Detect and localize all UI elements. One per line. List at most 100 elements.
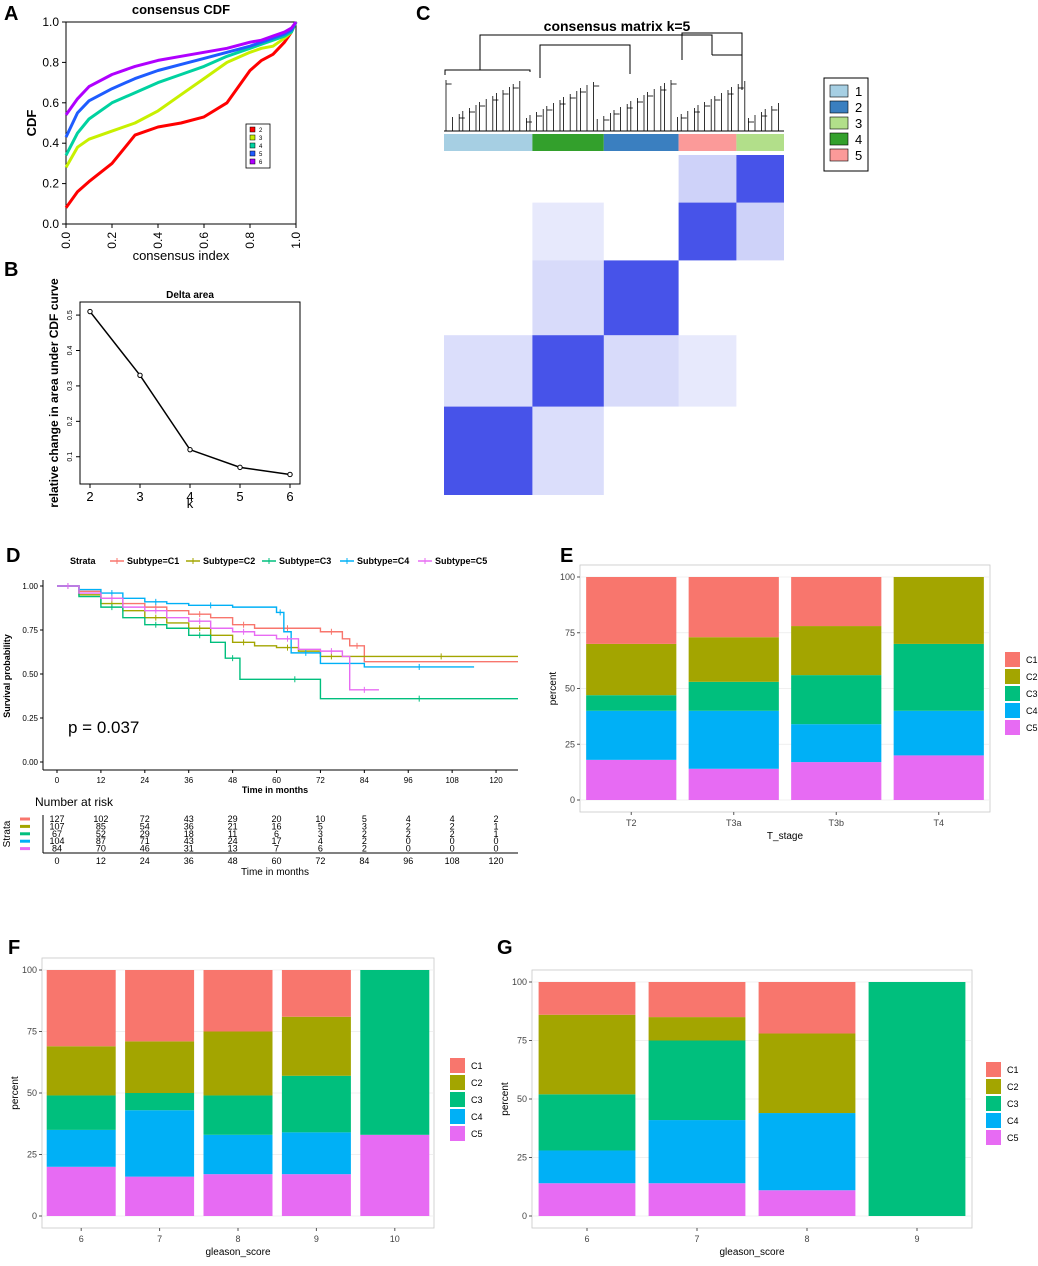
y-tick-label: 0 <box>570 795 575 805</box>
x-tick-label: 36 <box>184 776 193 785</box>
legend-swatch-3 <box>829 116 849 130</box>
risk-count: 24 <box>228 836 238 846</box>
y-tick-label: 0 <box>522 1211 527 1221</box>
cluster-bar-1 <box>444 134 533 151</box>
y-axis-label: relative change in area under CDF curve <box>47 278 61 508</box>
risk-count: 0 <box>450 844 455 854</box>
risk-x-tick-label: 72 <box>315 856 325 866</box>
bar-8-C5 <box>203 1174 273 1216</box>
risk-count: 29 <box>140 829 150 839</box>
risk-count: 21 <box>228 821 238 831</box>
x-axis-label: k <box>187 496 194 511</box>
x-tick-label: 5 <box>236 489 243 504</box>
dendro-link <box>444 69 531 75</box>
y-axis-label: Survival probability <box>2 634 12 718</box>
risk-count: 6 <box>318 844 323 854</box>
delta-point-k6 <box>287 471 293 478</box>
y-axis-label: percent <box>10 1076 21 1110</box>
risk-count: 3 <box>362 821 367 831</box>
y-axis-label: CDF <box>24 110 39 137</box>
panel-g: G 0 25 50 75 100 6 7 8 9 gleason_score percent C1 C2 C… <box>497 937 1019 1258</box>
x-tick-label: 72 <box>316 776 325 785</box>
risk-x-tick-label: 48 <box>228 856 238 866</box>
bar-7-C4 <box>648 1120 746 1184</box>
consensus-offblock <box>603 335 679 407</box>
risk-count: 2 <box>450 829 455 839</box>
cluster-bar-5 <box>678 134 737 151</box>
x-tick-label: 8 <box>804 1234 809 1244</box>
legend-swatch-C2 <box>986 1079 1001 1094</box>
legend-swatch-C5 <box>1005 720 1020 735</box>
bar-6-C2 <box>46 1046 116 1096</box>
legend-swatch-1 <box>829 84 849 98</box>
dendro-link <box>539 44 631 78</box>
risk-x-tick-label: 36 <box>184 856 194 866</box>
bar-7-C2 <box>125 1041 195 1093</box>
legend-label-2: 2 <box>855 100 862 115</box>
x-tick-label: 48 <box>228 776 237 785</box>
bar-T3b-C2 <box>791 626 882 676</box>
consensus-offblock <box>678 155 737 203</box>
legend-label-C1: C1 <box>1007 1065 1019 1075</box>
panel-letter-g: G <box>497 937 513 959</box>
risk-count: 67 <box>52 829 62 839</box>
legend-swatch-C4 <box>450 1109 465 1124</box>
legend-label-Subtype=C3: Subtype=C3 <box>279 556 331 566</box>
dendrogram <box>444 32 784 132</box>
risk-strata-label: Strata <box>2 820 13 847</box>
risk-count: 2 <box>362 829 367 839</box>
x-axis-label: consensus index <box>133 248 230 263</box>
x-tick-label: 7 <box>694 1234 699 1244</box>
delta-point-k4 <box>187 446 193 453</box>
legend-label-1: 1 <box>855 84 862 99</box>
dendro-link <box>712 54 743 90</box>
y-tick-label: 75 <box>565 628 575 638</box>
legend-swatch-3 <box>249 134 256 141</box>
risk-count: 0 <box>450 836 455 846</box>
legend-label-Subtype=C1: Subtype=C1 <box>127 556 179 566</box>
legend-swatch-C1 <box>1005 652 1020 667</box>
panel-letter-a: A <box>4 3 18 25</box>
legend-swatch-2 <box>829 100 849 114</box>
y-tick-label: 75 <box>27 1027 37 1037</box>
bar-T3a-C3 <box>688 681 779 711</box>
km-curve-Subtype=C3 <box>57 585 518 700</box>
y-axis-label: percent <box>500 1082 511 1116</box>
risk-count: 29 <box>228 814 238 824</box>
bar-T3a-C5 <box>688 768 779 800</box>
risk-count: 5 <box>318 821 323 831</box>
bar-T2-C3 <box>586 695 677 711</box>
risk-count: 71 <box>140 836 150 846</box>
legend-swatch-C5 <box>450 1126 465 1141</box>
bar-8-C4 <box>203 1134 273 1175</box>
risk-count: 4 <box>450 814 455 824</box>
bar-7-C1 <box>648 982 746 1018</box>
legend-label-C2: C2 <box>1026 672 1038 682</box>
x-tick-label: 2 <box>86 489 93 504</box>
x-tick-label: 108 <box>445 776 459 785</box>
legend-swatch-C3 <box>986 1096 1001 1111</box>
legend-label-C5: C5 <box>471 1129 483 1139</box>
legend-label-C4: C4 <box>471 1112 483 1122</box>
legend-swatch-C2 <box>1005 669 1020 684</box>
x-tick-label: 0.6 <box>197 232 211 249</box>
legend-swatch-C1 <box>450 1058 465 1073</box>
consensus-block-2 <box>603 260 679 336</box>
x-tick-label: 0.8 <box>243 232 257 249</box>
panel-e: E 0 25 50 75 100 T2 T3a T3b T4 T_stage percent C1 C2 C… <box>548 545 1038 842</box>
legend-swatch-4 <box>249 142 256 149</box>
legend-label-C1: C1 <box>471 1061 483 1071</box>
x-tick-label: 1.0 <box>289 232 303 249</box>
bar-T3b-C5 <box>791 762 882 800</box>
x-tick-label: 0 <box>55 776 60 785</box>
risk-count: 43 <box>184 814 194 824</box>
x-tick-label: 0.2 <box>105 232 119 249</box>
x-tick-label: T3b <box>828 818 844 828</box>
y-tick-label: 0 <box>32 1211 37 1221</box>
legend-label-C2: C2 <box>1007 1082 1019 1092</box>
risk-count: 52 <box>96 829 106 839</box>
legend-label-C5: C5 <box>1026 723 1038 733</box>
consensus-block-1 <box>444 406 533 495</box>
bar-7-C3 <box>125 1093 195 1111</box>
